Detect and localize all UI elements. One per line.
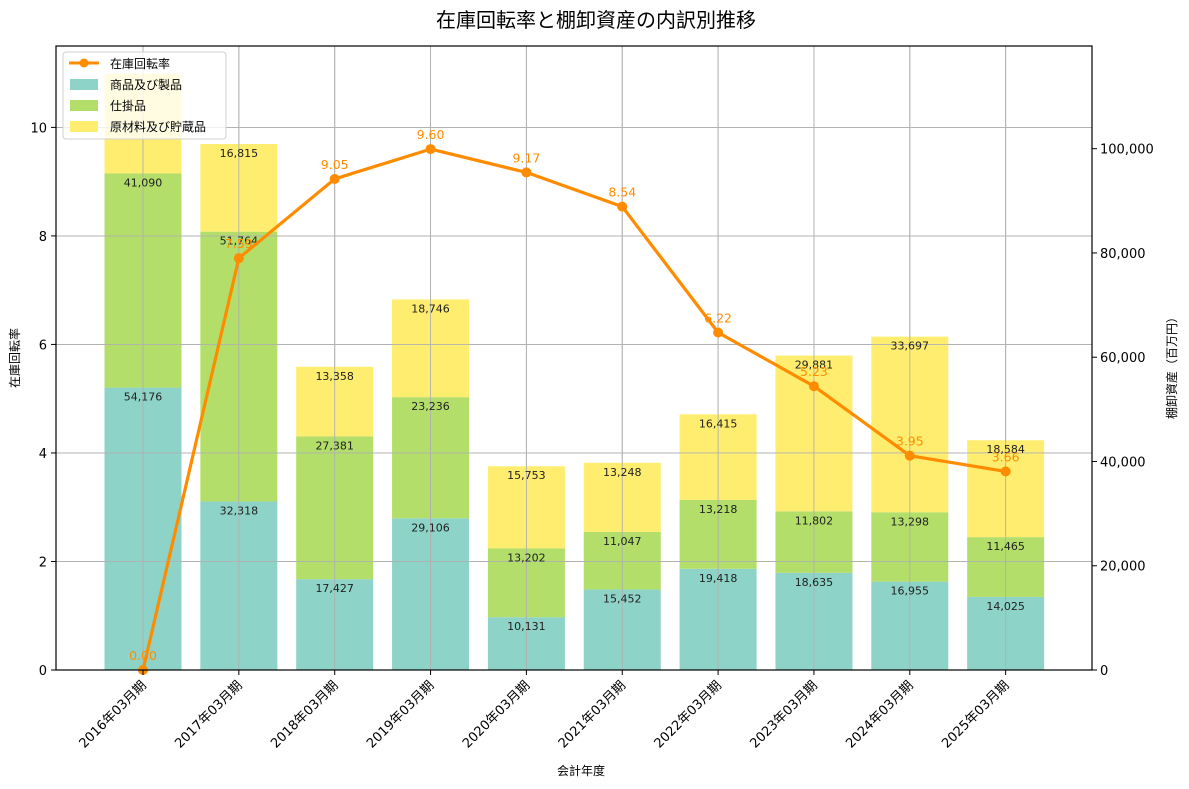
legend-entry: 原材料及び貯蔵品 (110, 120, 206, 134)
line-point (425, 144, 436, 155)
svg-text:10,131: 10,131 (507, 620, 546, 633)
svg-text:16,815: 16,815 (220, 147, 259, 160)
svg-text:40,000: 40,000 (1100, 455, 1146, 470)
stacked-bars (56, 46, 1092, 670)
svg-text:2017年03月期: 2017年03月期 (172, 678, 245, 751)
plot-frame (55, 45, 1093, 671)
svg-text:17,427: 17,427 (315, 582, 354, 595)
svg-text:2024年03月期: 2024年03月期 (843, 678, 916, 751)
svg-text:18,746: 18,746 (411, 302, 450, 315)
svg-text:51,764: 51,764 (220, 235, 259, 248)
right-axis-label: 棚卸資産（百万円） (1164, 311, 1179, 419)
svg-text:6.22: 6.22 (704, 310, 732, 325)
x-axis-ticks: 2016年03月期 2017年03月期 2018年03月期 2019年03月期 2020… (77, 670, 1012, 752)
line-point (904, 450, 915, 461)
svg-text:6: 6 (39, 338, 47, 353)
svg-text:13,218: 13,218 (699, 503, 738, 516)
left-axis-ticks: 0 2 4 6 8 10 (30, 121, 56, 679)
legend-entry: 在庫回転率 (110, 56, 170, 71)
svg-text:10: 10 (30, 121, 47, 136)
x-axis-label: 会計年度 (557, 763, 605, 778)
svg-text:0.00: 0.00 (129, 648, 157, 663)
svg-text:18,635: 18,635 (795, 576, 834, 589)
svg-text:13,358: 13,358 (315, 370, 354, 383)
svg-text:13,202: 13,202 (507, 551, 546, 564)
line-point (233, 253, 244, 264)
svg-text:16,955: 16,955 (891, 585, 930, 598)
svg-text:8.54: 8.54 (608, 185, 636, 200)
svg-text:13,298: 13,298 (891, 515, 930, 528)
svg-text:33,697: 33,697 (891, 340, 930, 353)
svg-text:2018年03月期: 2018年03月期 (268, 678, 341, 751)
right-axis-ticks: 0 20,000 40,000 60,000 80,000 100,000 (1092, 143, 1154, 679)
left-axis-label: 在庫回転率 (7, 328, 22, 388)
svg-text:8: 8 (39, 230, 47, 245)
svg-text:2: 2 (39, 555, 47, 570)
svg-text:2025年03月期: 2025年03月期 (939, 678, 1012, 751)
legend-entry: 商品及び製品 (110, 77, 182, 92)
svg-text:3.95: 3.95 (896, 434, 924, 449)
svg-text:14,025: 14,025 (986, 600, 1025, 613)
svg-text:15,452: 15,452 (603, 592, 642, 605)
svg-text:2023年03月期: 2023年03月期 (747, 678, 820, 751)
svg-text:9.17: 9.17 (512, 150, 540, 165)
svg-text:11,465: 11,465 (986, 540, 1025, 553)
line-point (617, 201, 628, 212)
chart-title: 在庫回転率と棚卸資産の内訳別推移 (436, 8, 756, 32)
svg-text:100,000: 100,000 (1100, 143, 1154, 158)
svg-text:15,753: 15,753 (507, 469, 546, 482)
svg-text:41,090: 41,090 (124, 176, 163, 189)
svg-text:7.59: 7.59 (225, 236, 253, 251)
line-point (521, 167, 532, 178)
svg-text:54,176: 54,176 (124, 391, 163, 404)
svg-text:2020年03月期: 2020年03月期 (460, 678, 533, 751)
line-point (808, 381, 819, 392)
bar-value-labels: 54,176 41,090 32,318 51,764 16,815 17,427 27,3… (124, 147, 1025, 633)
svg-text:2022年03月期: 2022年03月期 (652, 678, 725, 751)
line-point (329, 173, 340, 184)
svg-text:11,047: 11,047 (603, 535, 642, 548)
svg-text:23,236: 23,236 (411, 400, 450, 413)
svg-text:2019年03月期: 2019年03月期 (364, 678, 437, 751)
svg-text:2016年03月期: 2016年03月期 (77, 678, 150, 751)
svg-text:16,415: 16,415 (699, 417, 738, 430)
turnover-line: 0.00 7.59 9.05 9.60 9.17 8.54 6.22 5.23 3.95 3.66 (129, 127, 1020, 675)
line-point (713, 327, 724, 338)
svg-text:27,381: 27,381 (315, 439, 354, 452)
svg-text:9.05: 9.05 (321, 157, 349, 172)
svg-text:3.66: 3.66 (992, 449, 1020, 464)
svg-text:29,106: 29,106 (411, 521, 450, 534)
svg-text:18,584: 18,584 (986, 443, 1025, 456)
svg-text:0: 0 (1100, 664, 1108, 679)
svg-text:32,318: 32,318 (220, 505, 259, 518)
svg-text:80,000: 80,000 (1100, 247, 1146, 262)
svg-text:13,248: 13,248 (603, 466, 642, 479)
svg-text:20,000: 20,000 (1100, 560, 1146, 575)
svg-text:29,881: 29,881 (795, 359, 834, 372)
svg-text:60,000: 60,000 (1100, 351, 1146, 366)
svg-text:0: 0 (39, 664, 47, 679)
svg-text:11,802: 11,802 (795, 514, 834, 527)
svg-text:19,418: 19,418 (699, 572, 738, 585)
svg-text:2021年03月期: 2021年03月期 (556, 678, 629, 751)
line-point (1000, 466, 1011, 477)
legend-entry: 仕掛品 (110, 98, 146, 113)
svg-text:4: 4 (39, 447, 47, 462)
svg-text:5.23: 5.23 (800, 364, 828, 379)
svg-text:9.60: 9.60 (417, 127, 445, 142)
